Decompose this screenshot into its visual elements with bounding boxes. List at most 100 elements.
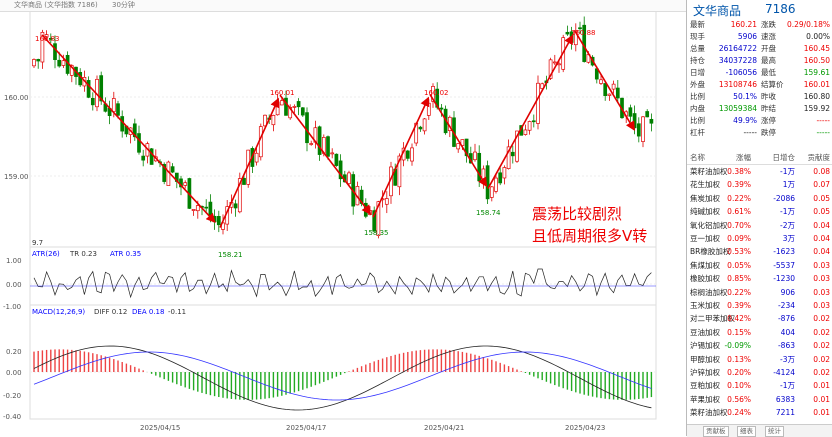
macd-label: MACD(12,26,9) xyxy=(32,308,85,316)
table-row[interactable]: 沪锌加权 0.20% -4124 0.02 xyxy=(687,367,832,379)
row-position: -1万 xyxy=(780,381,795,391)
row-position: 1万 xyxy=(782,180,795,190)
macd-dea: DEA 0.18 xyxy=(132,308,164,316)
row-contribution: 0.03 xyxy=(813,301,830,310)
quote-value: 159.92 xyxy=(803,104,830,113)
candle-body xyxy=(603,83,608,96)
table-row[interactable]: BR橡胶加权 0.53% -1623 0.04 xyxy=(687,246,832,258)
table-row[interactable]: 豆粕加权 0.10% -1万 0.01 xyxy=(687,380,832,392)
kline-chart[interactable]: 160.00 159.00 1.00 0.00 -1.00 0.20 0.00 … xyxy=(0,11,686,436)
candle-body xyxy=(607,93,612,96)
row-position: -2086 xyxy=(773,193,795,203)
candle-body xyxy=(485,165,490,200)
row-name: 苹果加权 xyxy=(690,394,720,404)
candle-body xyxy=(57,59,62,67)
candle-body xyxy=(641,116,645,142)
table-row[interactable]: 菜籽油加权 0.24% 7211 0.01 xyxy=(687,407,832,419)
candle-body xyxy=(649,118,654,124)
table-row[interactable]: 橡胶加权 0.85% -1230 0.03 xyxy=(687,273,832,285)
table-row[interactable]: 苹果加权 0.56% 6383 0.01 xyxy=(687,394,832,406)
quote-row: 总量 26164722 开盘 160.45 xyxy=(687,43,832,54)
chart-title: 文华商品 (文华指数 7186) xyxy=(14,1,98,9)
candle-body xyxy=(170,166,175,173)
row-contribution: 0.01 xyxy=(813,381,830,391)
tab-detail[interactable]: 细表 xyxy=(737,426,756,437)
candle-body xyxy=(284,97,288,116)
row-contribution: 0.03 xyxy=(813,260,830,270)
table-row[interactable]: 对二甲苯加权 0.42% -876 0.02 xyxy=(687,313,832,325)
table-row[interactable]: 焦煤加权 0.05% -5537 0.03 xyxy=(687,260,832,272)
quote-value: -106056 xyxy=(725,68,757,77)
table-row[interactable]: 玉米加权 0.39% -234 0.03 xyxy=(687,300,832,312)
table-row[interactable]: 豆油加权 0.15% 404 0.02 xyxy=(687,327,832,339)
quote-header: 文华商品 7186 xyxy=(687,0,832,18)
quote-value: 0.00% xyxy=(806,32,830,41)
candle-body xyxy=(141,155,146,161)
quote-label: 最新 xyxy=(690,20,705,29)
table-row[interactable]: 纯碱加权 0.61% -1万 0.05 xyxy=(687,206,832,218)
quote-row: 日增 -106056 最低 159.61 xyxy=(687,67,832,78)
candle-body xyxy=(565,31,570,35)
trend-arrow xyxy=(279,94,372,215)
candle-body xyxy=(216,216,221,226)
quote-value: 34037228 xyxy=(718,56,757,65)
macd-diff: DIFF 0.12 xyxy=(94,308,127,316)
quote-value: 159.61 xyxy=(803,68,830,77)
candle-body xyxy=(410,147,414,162)
table-header[interactable]: 贡献度 xyxy=(807,153,831,162)
row-position: -3万 xyxy=(780,354,795,364)
extreme-label: 160.01 xyxy=(270,89,295,97)
period-selector[interactable]: 30分钟 xyxy=(112,1,135,9)
table-row[interactable]: 沪锡加权 -0.09% -863 0.02 xyxy=(687,340,832,352)
candle-body xyxy=(628,107,633,117)
row-contribution: 0.02 xyxy=(813,368,830,377)
table-row[interactable]: 焦炭加权 0.22% -2086 0.05 xyxy=(687,193,832,205)
candle-body xyxy=(632,113,637,129)
candle-body xyxy=(615,87,620,99)
candle-body xyxy=(489,186,494,198)
quote-label: 昨收 xyxy=(761,92,776,101)
row-position: 404 xyxy=(780,327,795,337)
row-name: 豆一加权 xyxy=(690,234,720,243)
quote-label: 比例 xyxy=(690,116,705,125)
macd-histogram xyxy=(33,349,653,400)
candle-body xyxy=(292,106,297,108)
trend-arrows xyxy=(41,30,635,228)
candle-body xyxy=(552,61,557,64)
row-contribution: 0.04 xyxy=(813,247,830,257)
table-row[interactable]: 花生加权 0.39% 1万 0.07 xyxy=(687,179,832,191)
candle-body xyxy=(36,59,41,62)
table-row[interactable]: 氧化铝加权 0.70% -2万 0.04 xyxy=(687,220,832,232)
candle-body xyxy=(242,177,246,185)
trend-arrow xyxy=(372,96,430,218)
candle-body xyxy=(111,98,116,113)
trend-arrow xyxy=(487,34,574,189)
candle-body xyxy=(515,130,519,162)
table-row[interactable]: 甲醇加权 0.13% -3万 0.02 xyxy=(687,354,832,366)
quote-label: 持仓 xyxy=(690,56,705,65)
table-header[interactable]: 名称 xyxy=(690,153,705,162)
candle-body xyxy=(506,146,511,169)
candle-body xyxy=(149,148,154,165)
quote-label: 日增 xyxy=(690,68,705,77)
table-header[interactable]: 日增仓 xyxy=(772,153,796,162)
tab-contribution[interactable]: 贡献板 xyxy=(703,426,729,437)
row-position: -1230 xyxy=(773,274,795,284)
table-row[interactable]: 菜籽油加权 0.38% -1万 0.08 xyxy=(687,166,832,178)
row-position: 3万 xyxy=(782,234,795,243)
candle-body xyxy=(48,38,53,40)
row-contribution: 0.05 xyxy=(813,193,830,203)
row-name: 焦煤加权 xyxy=(690,260,720,270)
table-header[interactable]: 涨幅 xyxy=(736,153,751,162)
row-name: 氧化铝加权 xyxy=(690,220,728,230)
tab-statistics[interactable]: 统计 xyxy=(765,426,784,437)
table-row[interactable]: 豆一加权 0.09% 3万 0.04 xyxy=(687,233,832,245)
trend-arrow xyxy=(429,94,488,188)
candle-body xyxy=(645,111,650,118)
quote-row: 比例 50.1% 昨收 160.80 xyxy=(687,91,832,102)
row-change: 0.42% xyxy=(727,314,751,324)
candle-body xyxy=(86,80,91,98)
quote-row: 比例 49.9% 涨停 ----- xyxy=(687,115,832,126)
candle-body xyxy=(309,143,314,145)
table-row[interactable]: 棕榈油加权 0.22% 906 0.03 xyxy=(687,287,832,299)
